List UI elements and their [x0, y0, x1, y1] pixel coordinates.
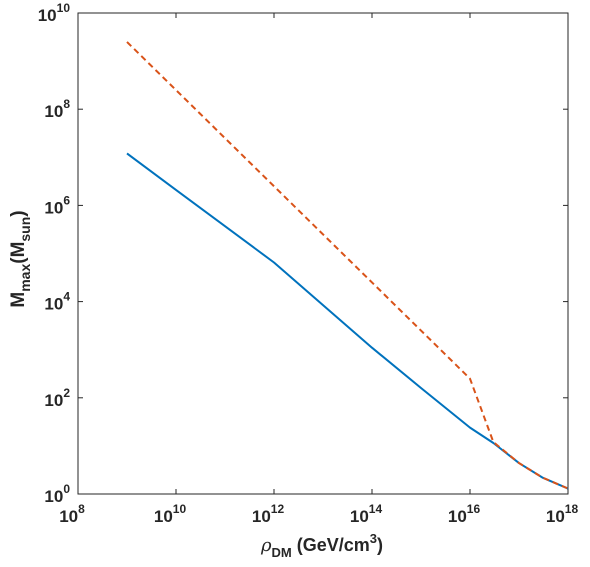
- dashed-series-line: [126, 41, 569, 490]
- y-tick-label: 106: [44, 193, 70, 217]
- y-tick-label-base: 10: [44, 295, 63, 314]
- y-tick-label: 102: [44, 386, 70, 410]
- y-tick-label-exponent: 6: [63, 193, 70, 207]
- x-tick-label-exponent: 10: [173, 502, 187, 516]
- y-tick-label-exponent: 10: [57, 1, 71, 15]
- x-tick-label-base: 10: [350, 507, 369, 526]
- x-tick-label-base: 10: [448, 507, 467, 526]
- ticks-layer: 108 1010 1012 1014 1016 101810010210410610810…: [38, 1, 579, 526]
- x-axis-symbol: ρ: [260, 535, 272, 556]
- x-tick-label: 108: [59, 502, 85, 526]
- y-axis-main: M: [8, 292, 29, 308]
- y-tick-label-base: 10: [44, 102, 63, 121]
- x-tick-label: 1016: [448, 502, 481, 526]
- x-axis-unit-close: ): [377, 535, 383, 555]
- y-tick-label-exponent: 2: [63, 386, 70, 400]
- y-tick-label: 104: [44, 290, 70, 314]
- x-axis-title: ρDM (GeV/cm3): [260, 531, 383, 560]
- x-axis-unit: (GeV/cm: [292, 535, 370, 555]
- y-tick-label-exponent: 8: [63, 97, 70, 111]
- y-axis-title: Mmax(Msun): [8, 210, 33, 307]
- y-tick-label: 100: [44, 482, 70, 506]
- y-tick-label: 108: [44, 97, 70, 121]
- y-axis-unit-open: (M: [8, 242, 29, 264]
- x-tick-label: 1014: [350, 502, 383, 526]
- x-tick-label-exponent: 12: [271, 502, 285, 516]
- x-tick-label: 1010: [154, 502, 187, 526]
- x-tick-label-base: 10: [154, 507, 173, 526]
- x-axis-unit-superscript: 3: [370, 531, 377, 546]
- x-tick-label: 1012: [252, 502, 285, 526]
- x-tick-label-base: 10: [252, 507, 271, 526]
- y-tick-label-base: 10: [44, 198, 63, 217]
- x-tick-label-base: 10: [546, 507, 565, 526]
- x-tick-label: 1018: [546, 502, 579, 526]
- axes-box: [77, 12, 569, 495]
- y-tick-label-exponent: 4: [63, 290, 70, 304]
- y-tick-label: 1010: [38, 1, 71, 25]
- x-tick-label-exponent: 14: [369, 502, 383, 516]
- x-tick-label-exponent: 16: [467, 502, 481, 516]
- y-tick-label-base: 10: [38, 6, 57, 25]
- plot-frame: [77, 12, 569, 495]
- y-tick-label-base: 10: [44, 487, 63, 506]
- y-axis-subscript: max: [17, 264, 33, 292]
- series-layer: [126, 41, 569, 490]
- x-tick-label-exponent: 8: [78, 502, 85, 516]
- solid-series-line: [126, 152, 569, 490]
- y-tick-label-exponent: 0: [63, 482, 70, 496]
- x-axis-subscript: DM: [272, 545, 292, 560]
- x-tick-label-exponent: 18: [565, 502, 579, 516]
- x-tick-label-base: 10: [59, 507, 78, 526]
- y-tick-label-base: 10: [44, 391, 63, 410]
- y-axis-unit-close: ): [8, 210, 29, 216]
- y-axis-unit-subscript: sun: [17, 217, 33, 242]
